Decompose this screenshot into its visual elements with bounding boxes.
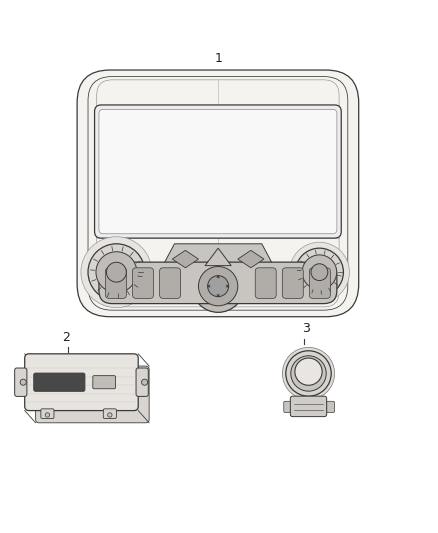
FancyBboxPatch shape	[133, 268, 153, 298]
FancyBboxPatch shape	[136, 368, 148, 397]
Polygon shape	[172, 251, 198, 268]
Circle shape	[108, 413, 112, 417]
Circle shape	[106, 262, 126, 282]
Text: 2: 2	[62, 331, 70, 344]
Text: 1: 1	[214, 52, 222, 65]
Circle shape	[141, 379, 148, 385]
Circle shape	[198, 266, 238, 306]
FancyBboxPatch shape	[283, 268, 303, 298]
Polygon shape	[205, 248, 231, 265]
FancyBboxPatch shape	[284, 401, 292, 413]
FancyBboxPatch shape	[159, 268, 180, 298]
FancyBboxPatch shape	[95, 105, 341, 238]
FancyBboxPatch shape	[290, 396, 327, 417]
Circle shape	[81, 237, 152, 308]
Circle shape	[45, 413, 49, 417]
Circle shape	[291, 356, 326, 391]
FancyBboxPatch shape	[77, 70, 359, 317]
Circle shape	[88, 244, 145, 301]
FancyBboxPatch shape	[99, 109, 337, 234]
FancyBboxPatch shape	[327, 401, 335, 413]
FancyBboxPatch shape	[309, 268, 330, 298]
Circle shape	[283, 348, 335, 400]
FancyBboxPatch shape	[25, 354, 138, 410]
FancyBboxPatch shape	[106, 268, 127, 298]
FancyBboxPatch shape	[255, 268, 276, 298]
Circle shape	[208, 276, 229, 297]
Circle shape	[295, 358, 322, 385]
Circle shape	[295, 248, 343, 296]
FancyBboxPatch shape	[41, 409, 54, 418]
Circle shape	[302, 255, 337, 289]
Circle shape	[311, 264, 328, 280]
Circle shape	[96, 252, 137, 293]
FancyBboxPatch shape	[35, 366, 149, 423]
Polygon shape	[157, 244, 279, 277]
Circle shape	[286, 351, 331, 396]
Circle shape	[20, 379, 26, 385]
FancyBboxPatch shape	[93, 376, 116, 389]
FancyBboxPatch shape	[34, 373, 85, 391]
Circle shape	[290, 242, 350, 302]
FancyBboxPatch shape	[103, 409, 117, 418]
Text: 3: 3	[302, 322, 310, 335]
FancyBboxPatch shape	[99, 262, 337, 304]
Polygon shape	[238, 251, 264, 268]
Circle shape	[192, 260, 244, 312]
FancyBboxPatch shape	[14, 368, 27, 397]
